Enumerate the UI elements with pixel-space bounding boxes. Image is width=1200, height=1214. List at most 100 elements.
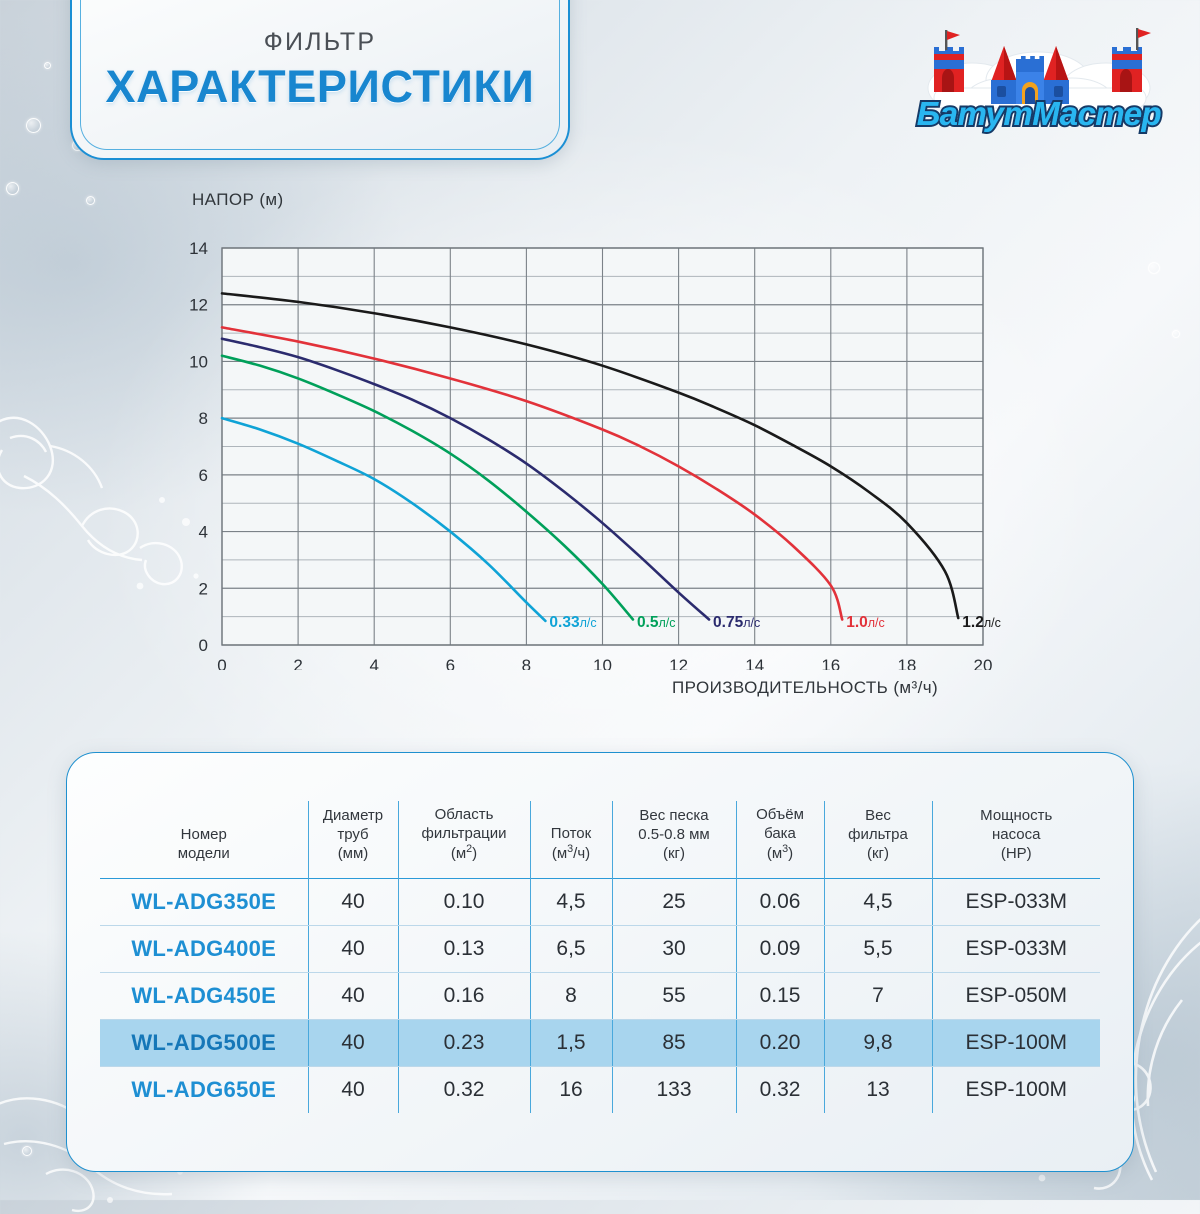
page-title: ХАРАКТЕРИСТИКИ	[105, 61, 535, 112]
table-col-header-line: (м3)	[766, 843, 794, 863]
table-row[interactable]: WL-ADG350E 40 0.10 4,5 25 0.06 4,5 ESP-033M	[100, 878, 1100, 926]
table-cell-diameter: 40	[308, 972, 399, 1020]
table-cell-model: WL-ADG500E	[100, 1019, 309, 1067]
table-col-header-weight: Вес фильтра (кг)	[824, 801, 933, 879]
chart-x-tick-label: 20	[974, 656, 993, 670]
logo-wordmark: БатутМастер БатутМастер	[915, 93, 1164, 134]
table-col-header-line: бака	[764, 825, 796, 843]
chart-x-tick-label: 2	[293, 656, 302, 670]
table-col-header-line: (м2)	[450, 843, 478, 863]
table-col-header-line: фильтрации	[421, 825, 507, 843]
table-col-header-line: Область	[434, 806, 494, 823]
bubble-icon	[44, 62, 51, 69]
chart-x-tick-label: 6	[446, 656, 455, 670]
table-col-header-line: Мощность	[980, 807, 1053, 824]
table-row[interactable]: WL-ADG400E 40 0.13 6,5 30 0.09 5,5 ESP-033M	[100, 925, 1100, 973]
table-body: WL-ADG350E 40 0.10 4,5 25 0.06 4,5 ESP-033M WL-A…	[100, 878, 1100, 1114]
table-col-header-line: 0.5-0.8 мм	[638, 826, 710, 844]
table-cell-power: ESP-100M	[932, 1019, 1100, 1067]
chart-series-line	[220, 326, 844, 621]
chart-series-line	[220, 337, 711, 621]
table-col-header-line: модели	[177, 845, 230, 863]
chart-series-line	[220, 292, 960, 620]
table-row[interactable]: WL-ADG650E 40 0.32 16 133 0.32 13 ESP-100M	[100, 1066, 1100, 1114]
table-col-header-volume: Объём бака (м3)	[736, 801, 825, 879]
table-cell-volume: 0.06	[736, 878, 825, 926]
table-col-header-flow: Поток (м3/ч)	[530, 801, 613, 879]
table-col-header-line: (HP)	[1000, 845, 1032, 863]
table-cell-area: 0.10	[398, 878, 531, 926]
chart-y-tick-label: 6	[199, 466, 208, 485]
chart-series-label: 1.0л/с	[846, 614, 885, 631]
chart-x-tick-label: 4	[369, 656, 378, 670]
chart-x-tick-label: 16	[821, 656, 840, 670]
svg-text:БатутМастер: БатутМастер	[917, 95, 1162, 132]
table-col-header-line: Номер	[180, 826, 227, 844]
table-col-header-line: Вес песка	[639, 807, 709, 824]
chart-y-axis-title: НАПОР (м)	[192, 190, 284, 209]
table-cell-model: WL-ADG400E	[100, 925, 309, 973]
table-col-header-diameter: Диаметр труб (мм)	[308, 801, 399, 879]
table-cell-flow: 6,5	[530, 925, 613, 973]
table-col-header-line: фильтра	[848, 826, 908, 844]
table-row[interactable]: WL-ADG450E 40 0.16 8 55 0.15 7 ESP-050M	[100, 972, 1100, 1020]
chart-series-label: 0.75л/с	[713, 614, 760, 631]
castle-right-tower-icon	[1112, 28, 1151, 92]
table-cell-flow: 1,5	[530, 1019, 613, 1067]
chart-y-tick-label: 0	[199, 636, 208, 655]
table-cell-power: ESP-100M	[965, 1077, 1068, 1101]
table-cell-model: WL-ADG450E	[100, 972, 309, 1020]
table-header: Номер модели Диаметр труб (мм) Область фильтра…	[100, 801, 1100, 879]
table-cell-sand: 55	[612, 972, 737, 1020]
chart-y-tick-label: 12	[189, 296, 208, 315]
svg-text:БатутМастер: БатутМастер	[917, 95, 1162, 132]
chart-x-tick-label: 0	[217, 656, 226, 670]
table-col-header-area: Область фильтрации (м2)	[398, 801, 531, 879]
chart-y-tick-label: 14	[189, 239, 208, 258]
specs-table-card: Номер модели Диаметр труб (мм) Область фильтра…	[66, 752, 1134, 1172]
chart-x-axis-title: ПРОИЗВОДИТЕЛЬНОСТЬ (м³/ч)	[672, 678, 939, 697]
bubble-icon	[22, 1146, 32, 1156]
performance-chart: НАПОР (м) ПРОИЗВОДИТЕЛЬНОСТЬ (м³/ч) 0 2 4 6…	[0, 190, 1200, 720]
table-cell-sand: 30	[612, 925, 737, 973]
table-cell-volume: 0.20	[736, 1019, 825, 1067]
table-cell-weight: 13	[824, 1066, 933, 1114]
table-cell-volume: 0.09	[736, 925, 825, 973]
chart-series-label: 1.2л/с	[962, 614, 1001, 631]
table-cell-flow: 8	[530, 972, 613, 1020]
chart-canvas: 0 2 4 6 8 10 12 14 0 2 4 6 8 10 12 14 16 18 20 0.33л/с 0.5л/…	[189, 239, 1001, 670]
table-cell-area: 0.32	[398, 1066, 531, 1114]
table-cell-volume: 0.32	[736, 1066, 825, 1114]
table-cell-weight: 4,5	[824, 878, 933, 926]
specs-table: Номер модели Диаметр труб (мм) Область фильтра…	[100, 801, 1100, 1114]
table-col-header-power: Мощность насоса (HP)	[932, 801, 1100, 878]
table-col-header-line: насоса	[992, 826, 1041, 844]
table-cell-power: ESP-033M	[932, 925, 1100, 973]
chart-x-tick-label: 14	[745, 656, 764, 670]
castle-left-tower-icon	[934, 30, 964, 92]
table-cell-sand: 133	[612, 1066, 737, 1114]
table-col-header-model: Номер модели	[100, 801, 309, 879]
chart-y-tick-label: 10	[189, 352, 208, 371]
table-cell-diameter: 40	[308, 1019, 399, 1067]
chart-y-tick-label: 2	[199, 579, 208, 598]
table-col-header-line: (мм)	[337, 845, 369, 863]
table-col-header-line: Диаметр	[322, 807, 384, 824]
castle-main-icon	[991, 46, 1069, 104]
table-cell-sand: 85	[612, 1019, 737, 1067]
table-cell-model: WL-ADG650E	[100, 1066, 309, 1114]
table-cell-diameter: 40	[308, 1066, 399, 1114]
chart-x-tick-label: 10	[593, 656, 612, 670]
table-col-header-line: (кг)	[866, 845, 890, 863]
table-cell-weight: 7	[824, 972, 933, 1020]
chart-plot-border	[221, 247, 984, 646]
chart-x-tick-label: 12	[669, 656, 688, 670]
table-col-header-line: Вес	[865, 807, 891, 824]
table-col-header-sand: Вес песка 0.5-0.8 мм (кг)	[612, 801, 737, 879]
table-cell-diameter: 40	[308, 925, 399, 973]
chart-series-label: 0.5л/с	[637, 614, 676, 631]
table-row[interactable]: WL-ADG500E 40 0.23 1,5 85 0.20 9,8 ESP-100M	[100, 1019, 1100, 1067]
table-col-header-line: (кг)	[662, 845, 686, 863]
header-card: ФИЛЬТР ХАРАКТЕРИСТИКИ	[70, 0, 570, 160]
table-cell-model: WL-ADG350E	[100, 878, 309, 926]
